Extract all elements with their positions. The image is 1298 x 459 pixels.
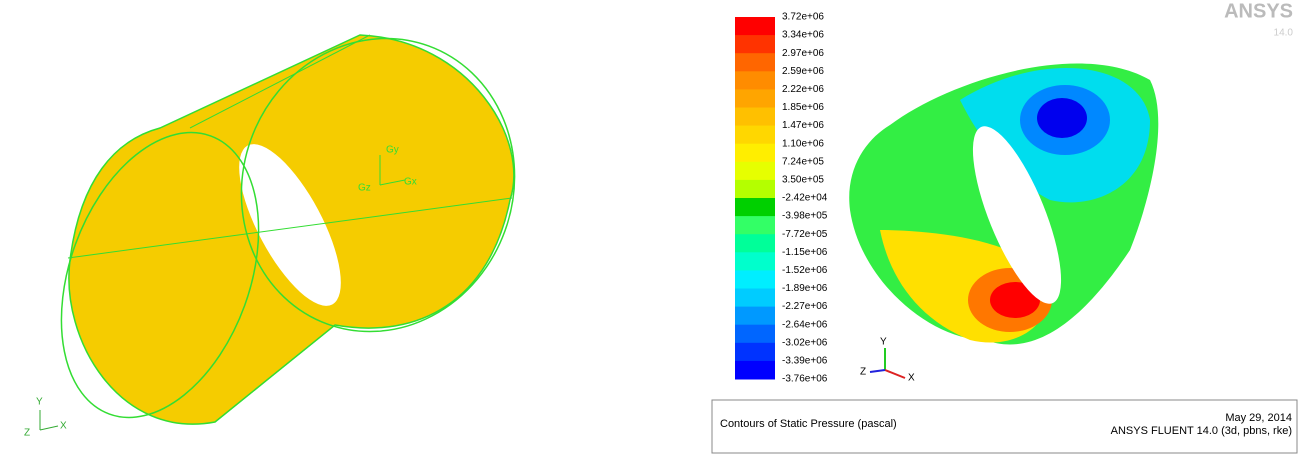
color-band [735,144,775,163]
colorbar-label: -2.42e+04 [782,193,828,204]
triad-label: Y [880,337,887,348]
colorbar-label: -7.72e+05 [782,229,828,240]
color-band [735,270,775,289]
colorbar-label: -3.02e+06 [782,337,828,348]
color-band [735,180,775,199]
triad-label: Z [860,367,866,378]
colorbar-label: -3.39e+06 [782,356,828,367]
colorbar-label: -1.52e+06 [782,265,828,276]
color-band [735,289,775,308]
color-band [735,361,775,380]
colorbar-label: -1.15e+06 [782,247,828,258]
color-band [735,89,775,108]
color-band [735,53,775,72]
color-band [735,307,775,326]
colorbar-label: 2.59e+06 [782,66,824,77]
color-band [735,216,775,235]
colorbar: 3.72e+06 3.34e+06 2.97e+06 2.59e+06 2.22e+06… [735,12,828,385]
color-band [735,343,775,362]
colorbar-label: -3.98e+05 [782,211,828,222]
colorbar-label: 7.24e+05 [782,156,824,167]
color-band [735,198,775,217]
footer-software: ANSYS FLUENT 14.0 (3d, pbns, rke) [1111,425,1292,437]
colorbar-label: 3.34e+06 [782,30,824,41]
colorbar-label: -2.64e+06 [782,319,828,330]
color-band [735,126,775,145]
screenshot: Gy Gz Gx Y Z X 3.72e+06 3.34e+06 2.97e+06 2… [0,0,1298,454]
color-band [735,252,775,271]
gravity-label: Gz [358,183,371,194]
triad-label: X [60,421,67,432]
colorbar-label: 3.50e+05 [782,175,824,186]
colorbar-label: -3.76e+06 [782,374,828,385]
colorbar-label: -2.27e+06 [782,301,828,312]
colorbar-label: 1.85e+06 [782,102,824,113]
triad-label: Y [36,397,43,408]
colorbar-label: 2.22e+06 [782,84,824,95]
triad-axis [870,370,885,372]
triad-label: X [908,373,915,384]
color-band [735,35,775,54]
logo-version: 14.0 [1274,28,1294,39]
logo: ANSYS [1224,0,1293,22]
footer-date: May 29, 2014 [1225,412,1292,424]
gravity-label: Gy [386,145,399,156]
color-band [735,71,775,90]
triad-axis [885,370,905,378]
colorbar-label: 3.72e+06 [782,12,824,23]
colorbar-label: -1.89e+06 [782,283,828,294]
triad-label: Z [24,428,30,439]
footer-title: Contours of Static Pressure (pascal) [720,418,897,430]
color-band [735,162,775,181]
color-band [735,325,775,344]
low-pressure-core [1037,98,1087,138]
color-band [735,108,775,127]
colorbar-label: 1.47e+06 [782,120,824,131]
gravity-label: Gx [404,177,417,188]
triad-axis [40,426,58,430]
color-band [735,17,775,36]
colorbar-label: 2.97e+06 [782,48,824,59]
geometry-view: Gy Gz Gx Y Z X [24,0,555,445]
color-band [735,234,775,253]
colorbar-label: 1.10e+06 [782,138,824,149]
